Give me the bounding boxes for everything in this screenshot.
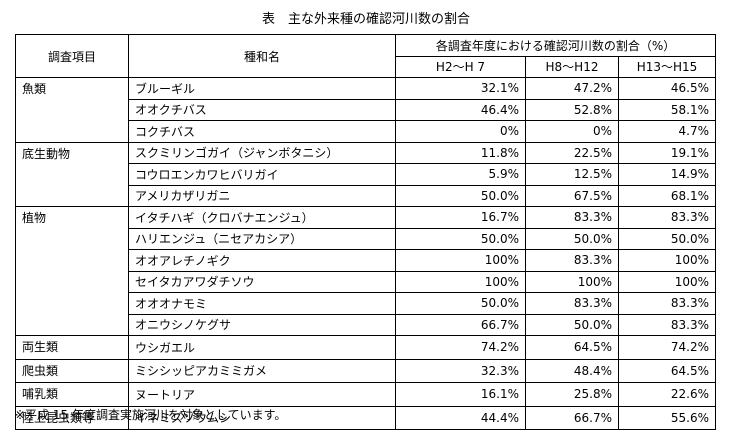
species-cell: スクミリンゴガイ（ジャンボタニシ）: [128, 141, 396, 164]
species-cell: イタチハギ（クロバナエンジュ）: [128, 206, 396, 229]
value-cell: 100%: [395, 270, 526, 293]
value-cell: 74.2%: [617, 335, 717, 360]
header-cell: 各調査年度における確認河川数の割合（%）: [394, 34, 717, 57]
species-cell: セイタカアワダチソウ: [128, 270, 396, 293]
species-cell: ヌートリア: [128, 382, 396, 407]
value-cell: 44.4%: [395, 405, 526, 430]
value-cell: 50.0%: [617, 227, 717, 250]
value-cell: 83.3%: [617, 292, 717, 315]
value-cell: 47.2%: [525, 77, 619, 100]
value-cell: 50.0%: [395, 184, 526, 207]
table-row: コウロエンカワヒバリガイ 5.9% 12.5% 14.9%: [16, 163, 717, 186]
category-cell: 哺乳類: [15, 382, 129, 407]
value-cell: 100%: [617, 249, 717, 272]
value-cell: 55.6%: [617, 405, 717, 430]
value-cell: 50.0%: [395, 227, 526, 250]
species-cell: イネミズゾウムシ: [128, 405, 396, 430]
species-cell: コクチバス: [128, 120, 396, 143]
header-cell: H8～H12: [525, 55, 619, 78]
category-cell: 両生類: [15, 335, 129, 360]
table-row: 魚類 ブルーギル 32.1% 47.2% 46.5%: [15, 77, 717, 143]
table-row: ハリエンジュ（ニセアカシア） 50.0% 50.0% 50.0%: [16, 227, 717, 250]
value-cell: 83.3%: [525, 292, 619, 315]
table-title: 表 主な外来種の確認河川数の割合: [261, 12, 470, 27]
value-cell: 100%: [617, 270, 717, 293]
value-cell: 50.0%: [525, 313, 619, 336]
table-row: アメリカザリガニ 50.0% 67.5% 68.1%: [16, 184, 717, 207]
value-cell: 83.3%: [617, 313, 717, 336]
table-row: オオクチバス 46.4% 52.8% 58.1%: [16, 98, 717, 121]
value-cell: 67.5%: [525, 184, 619, 207]
header-cell: H2～H 7: [395, 55, 526, 78]
value-cell: 0%: [395, 120, 526, 143]
species-cell: オオオナモミ: [128, 292, 396, 315]
species-cell: ブルーギル: [128, 77, 396, 100]
table-row: 底生動物 スクミリンゴガイ（ジャンボタニシ） 11.8% 22.5% 19.1%: [15, 141, 717, 207]
value-cell: 22.6%: [617, 382, 717, 407]
category-cell: 底生動物: [15, 141, 129, 207]
value-cell: 16.7%: [395, 206, 526, 229]
value-cell: 83.3%: [617, 206, 717, 229]
value-cell: 64.5%: [525, 335, 619, 360]
value-cell: 46.5%: [617, 77, 717, 100]
value-cell: 11.8%: [395, 141, 526, 164]
table-row: コクチバス 0% 0% 4.7%: [16, 120, 717, 143]
value-cell: 32.3%: [395, 358, 526, 383]
table-row: セイタカアワダチソウ 100% 100% 100%: [16, 270, 717, 293]
value-cell: 64.5%: [617, 358, 717, 383]
value-cell: 48.4%: [525, 358, 619, 383]
value-cell: 66.7%: [395, 313, 526, 336]
value-cell: 5.9%: [395, 163, 526, 186]
value-cell: 12.5%: [525, 163, 619, 186]
value-cell: 100%: [525, 270, 619, 293]
value-cell: 50.0%: [525, 227, 619, 250]
category-cell: 植物: [15, 206, 129, 336]
species-cell: ハリエンジュ（ニセアカシア）: [128, 227, 396, 250]
value-cell: 4.7%: [617, 120, 717, 143]
species-cell: オオアレチノギク: [128, 249, 396, 272]
table-row: 哺乳類 ヌートリア 16.1% 25.8% 22.6%: [15, 382, 717, 407]
table-row: オニウシノケグサ 66.7% 50.0% 83.3%: [16, 313, 717, 336]
value-cell: 19.1%: [617, 141, 717, 164]
value-cell: 68.1%: [617, 184, 717, 207]
table-row: 爬虫類 ミシシッピアカミミガメ 32.3% 48.4% 64.5%: [15, 358, 717, 383]
value-cell: 52.8%: [525, 98, 619, 121]
species-cell: オオクチバス: [128, 98, 396, 121]
value-cell: 83.3%: [525, 206, 619, 229]
value-cell: 50.0%: [395, 292, 526, 315]
value-cell: 22.5%: [525, 141, 619, 164]
value-cell: 66.7%: [525, 405, 619, 430]
species-cell: ウシガエル: [128, 335, 396, 360]
category-cell: 魚類: [15, 77, 129, 143]
value-cell: 0%: [525, 120, 619, 143]
value-cell: 14.9%: [617, 163, 717, 186]
table-body: 魚類 ブルーギル 32.1% 47.2% 46.5% オオクチバス 46.4% 52.8% 58…: [15, 77, 717, 430]
category-cell: 爬虫類: [15, 358, 129, 383]
value-cell: 16.1%: [395, 382, 526, 407]
species-cell: アメリカザリガニ: [128, 184, 396, 207]
value-cell: 83.3%: [525, 249, 619, 272]
value-cell: 25.8%: [525, 382, 619, 407]
header-cell: 調査項目: [15, 34, 129, 78]
value-cell: 58.1%: [617, 98, 717, 121]
header-cell: H13～H15: [617, 55, 717, 78]
category-cell: 陸上昆虫類等: [15, 405, 129, 430]
table-row: オオアレチノギク 100% 83.3% 100%: [16, 249, 717, 272]
species-cell: ミシシッピアカミミガメ: [128, 358, 396, 383]
value-cell: 32.1%: [395, 77, 526, 100]
value-cell: 100%: [395, 249, 526, 272]
species-cell: オニウシノケグサ: [128, 313, 396, 336]
table-row: 植物 イタチハギ（クロバナエンジュ） 16.7% 83.3% 83.3%: [15, 206, 717, 336]
footnote: ※平成 15 年度調査実施河川を対象としています。: [15, 408, 287, 422]
table-row: 陸上昆虫類等 イネミズゾウムシ 44.4% 66.7% 55.6%: [15, 405, 717, 430]
value-cell: 46.4%: [395, 98, 526, 121]
header-cell: 種和名: [128, 34, 396, 78]
data-table: 調査項目 種和名 各調査年度における確認河川数の割合（%） H2～H 7 H8～…: [15, 34, 717, 430]
value-cell: 74.2%: [395, 335, 526, 360]
table-row: 両生類 ウシガエル 74.2% 64.5% 74.2%: [15, 335, 717, 360]
species-cell: コウロエンカワヒバリガイ: [128, 163, 396, 186]
